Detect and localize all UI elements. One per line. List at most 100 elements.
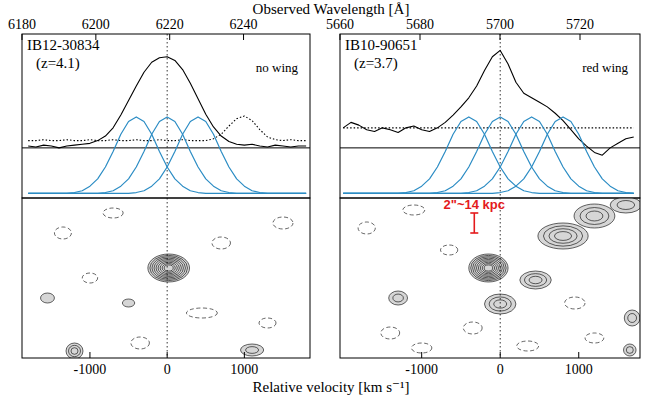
- contour: [273, 217, 293, 229]
- contour: [158, 261, 179, 275]
- contour: [520, 271, 551, 289]
- plot-area: [340, 34, 640, 198]
- scale-bar-label: 2"~14 kpc: [444, 197, 505, 212]
- tick-label: 6180: [8, 17, 36, 32]
- contour: [543, 226, 582, 246]
- image-area: [358, 198, 640, 358]
- tick: [22, 34, 23, 40]
- contour: [411, 343, 431, 353]
- contour: [475, 258, 503, 278]
- tick: [167, 352, 168, 358]
- contour: [82, 273, 97, 283]
- contour: [246, 347, 259, 354]
- tick: [578, 352, 579, 358]
- reference-line: [167, 34, 168, 198]
- gaussian-line: [28, 117, 306, 194]
- tick-label: 5660: [326, 17, 354, 32]
- tick: [340, 34, 341, 40]
- contour: [164, 265, 173, 271]
- tick-label: 6240: [230, 17, 258, 32]
- contour: [471, 255, 506, 280]
- tick-label: 6200: [82, 17, 110, 32]
- gaussian-line: [343, 117, 634, 194]
- contour: [54, 227, 71, 239]
- reference-line: [167, 198, 168, 358]
- contour: [482, 264, 494, 273]
- contour: [156, 259, 181, 276]
- panel-subtitle: (z=4.1): [36, 55, 80, 72]
- frame: [340, 198, 640, 358]
- contour: [66, 343, 83, 358]
- contour: [524, 274, 546, 287]
- tick: [421, 352, 422, 358]
- tick-label: 1000: [565, 362, 593, 377]
- tick-label: -1000: [74, 362, 107, 377]
- contour: [480, 262, 496, 274]
- axis-title: Observed Wavelength [Å]: [253, 1, 410, 17]
- gaussian-line: [343, 117, 634, 194]
- figure: 6180 6200 6220 6240 IB12-30834 (z=4.1) no wing…: [0, 0, 647, 400]
- tick-label: 0: [164, 362, 171, 377]
- axis-title: Relative velocity [km s⁻¹]: [253, 379, 410, 395]
- contour: [626, 347, 633, 354]
- contour: [469, 254, 508, 282]
- contour: [529, 276, 542, 283]
- contour: [389, 291, 408, 305]
- plot-area: [22, 34, 310, 198]
- contour: [476, 259, 500, 276]
- tick: [420, 34, 421, 40]
- contour: [186, 308, 217, 318]
- spectrum-line: [28, 116, 306, 141]
- contour: [160, 262, 177, 274]
- contour: [162, 264, 175, 273]
- contour: [212, 237, 231, 249]
- contour: [580, 208, 609, 225]
- contour: [358, 222, 375, 234]
- scale-bar-cap: [470, 212, 478, 214]
- tick-label: 6220: [156, 17, 184, 32]
- contour: [154, 258, 183, 278]
- reference-line: [500, 198, 501, 358]
- tick-label: 1000: [230, 362, 258, 377]
- zero-line: [22, 147, 310, 148]
- contour: [103, 208, 123, 218]
- gaussian-line: [343, 117, 634, 194]
- contour: [624, 310, 640, 326]
- contour: [441, 245, 458, 255]
- contour: [610, 198, 640, 213]
- tick-label: 0: [497, 362, 504, 377]
- tick-label: -1000: [405, 362, 438, 377]
- contour: [403, 205, 425, 215]
- scale-bar: [473, 213, 475, 233]
- spectrum-line: [343, 50, 634, 155]
- contour: [538, 223, 588, 249]
- contour: [148, 254, 190, 282]
- contour: [393, 294, 404, 302]
- contour: [586, 211, 603, 221]
- panel-title: IB12-30834: [27, 37, 100, 53]
- tick-label: 5720: [566, 17, 594, 32]
- contour: [628, 314, 637, 323]
- annotation: red wing: [582, 60, 628, 75]
- contour: [484, 265, 493, 271]
- tick-label: 5700: [486, 17, 514, 32]
- contour: [463, 322, 482, 334]
- contour: [122, 299, 134, 307]
- panel-subtitle: (z=3.7): [354, 55, 398, 72]
- contour: [150, 255, 188, 280]
- frame: [22, 34, 310, 198]
- contour: [152, 257, 186, 280]
- contour: [554, 232, 571, 241]
- contour: [131, 337, 150, 349]
- contour: [585, 333, 604, 343]
- contour: [574, 204, 615, 228]
- contour: [549, 229, 577, 244]
- contour: [41, 293, 55, 303]
- gaussian-line: [28, 117, 306, 194]
- annotation: no wing: [256, 60, 299, 75]
- contour: [624, 344, 637, 356]
- scale-bar-cap: [470, 232, 478, 234]
- tick: [500, 34, 501, 40]
- contour: [617, 201, 635, 210]
- tick: [580, 34, 581, 40]
